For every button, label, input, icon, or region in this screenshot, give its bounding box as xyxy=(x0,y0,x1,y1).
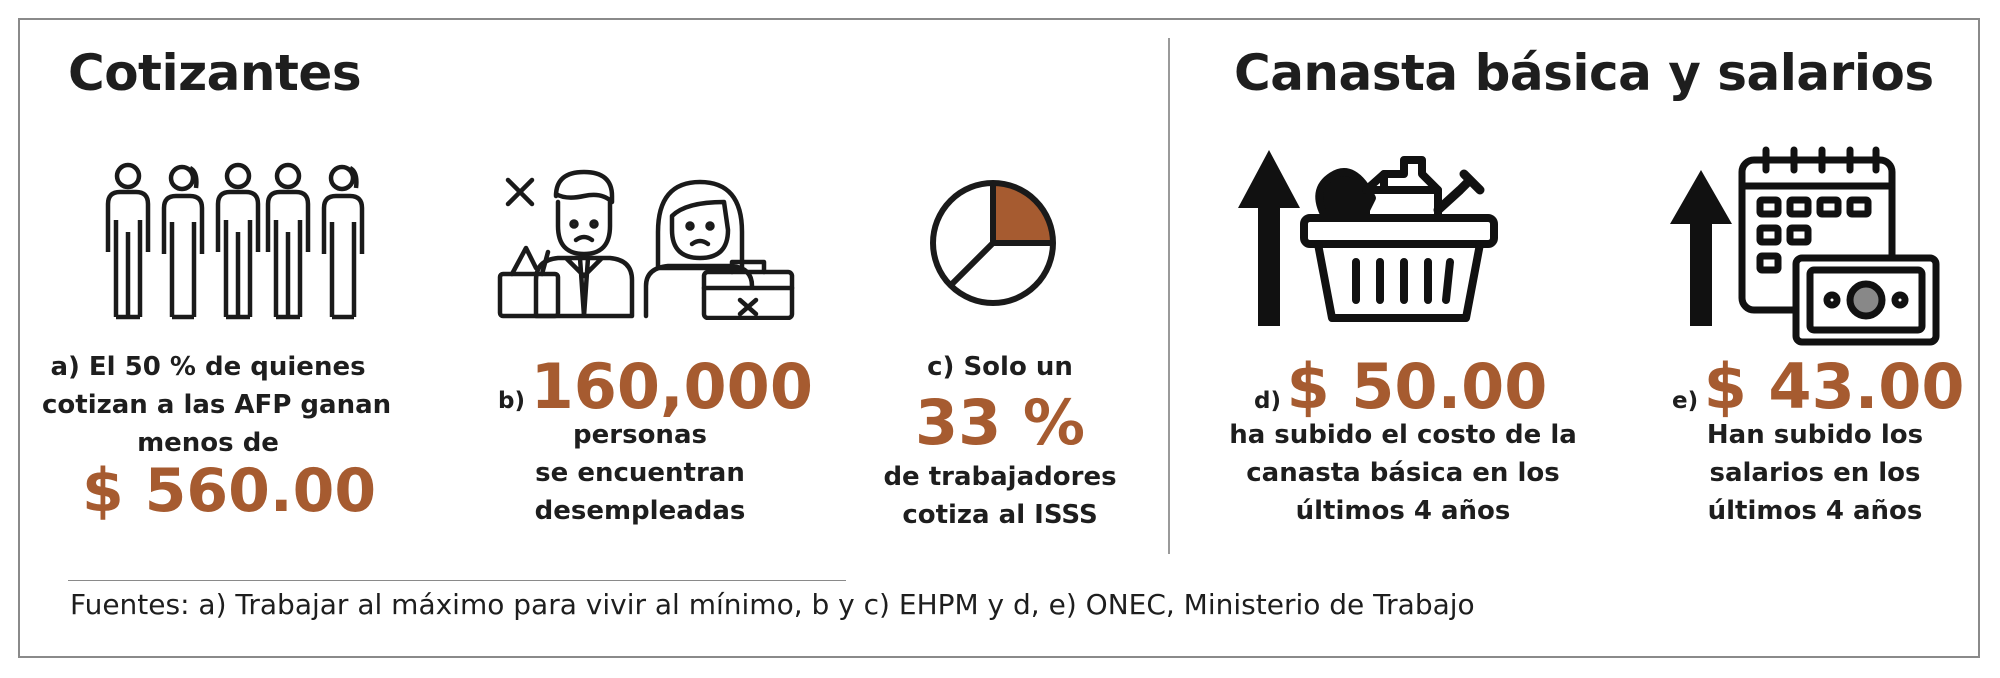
item-e-prefix: e) xyxy=(1672,388,1699,414)
section-divider xyxy=(1168,38,1170,554)
item-d-line1: ha subido el costo de la xyxy=(1229,420,1577,450)
source-rule xyxy=(68,580,846,581)
item-b-figure: b) 160,000 xyxy=(498,350,813,423)
pie-divider-lines xyxy=(948,183,1053,288)
item-e-text: Han subido los salarios en los últimos 4… xyxy=(1680,416,1950,530)
item-b-text: personas se encuentran desempleadas xyxy=(510,416,770,530)
item-e-figure: e) $ 43.00 xyxy=(1672,350,1972,423)
money-bill-icon xyxy=(1792,254,1940,346)
arrow-up-icon xyxy=(1238,150,1300,326)
item-c-line2: de trabajadores xyxy=(883,462,1117,492)
item-c-amount: 33 % xyxy=(915,386,1085,459)
item-e-line2: salarios en los xyxy=(1709,458,1921,488)
arrow-up-icon xyxy=(1670,170,1732,326)
item-d-line3: últimos 4 años xyxy=(1295,496,1511,526)
item-a-line2: cotizan a las AFP ganan xyxy=(42,390,392,420)
section-title-canasta: Canasta básica y salarios xyxy=(1234,44,1934,102)
calendar-icon xyxy=(1738,146,1896,314)
item-e-amount: $ 43.00 xyxy=(1703,350,1965,423)
item-e-line3: últimos 4 años xyxy=(1707,496,1923,526)
item-b-line1: personas xyxy=(573,420,707,450)
grocery-basket-icon xyxy=(1300,156,1498,322)
item-a-line3: menos de xyxy=(137,428,279,458)
item-b-line2: se encuentran xyxy=(535,458,745,488)
item-c-line1: c) Solo un xyxy=(927,352,1073,382)
unemployed-people-icon xyxy=(497,169,795,320)
infographic-frame xyxy=(18,18,1980,658)
item-d-text: ha subido el costo de la canasta básica … xyxy=(1228,416,1578,530)
item-c-line3: cotiza al ISSS xyxy=(902,500,1098,530)
source-note: Fuentes: a) Trabajar al máximo para vivi… xyxy=(70,588,1475,621)
section-title-cotizantes: Cotizantes xyxy=(68,44,362,102)
item-e-line1: Han subido los xyxy=(1706,420,1924,450)
item-d-figure: d) $ 50.00 xyxy=(1254,350,1547,423)
item-b-line3: desempleadas xyxy=(534,496,746,526)
item-d-line2: canasta básica en los xyxy=(1246,458,1560,488)
people-group-icon xyxy=(105,162,365,320)
pie-chart-icon xyxy=(930,180,1056,306)
pie-highlight-slice xyxy=(993,183,1053,243)
item-c-text: de trabajadores cotiza al ISSS xyxy=(860,458,1140,534)
item-b-prefix: b) xyxy=(498,388,525,414)
item-d-prefix: d) xyxy=(1254,388,1281,414)
item-a-text: a) El 50 % de quienes cotizan a las AFP … xyxy=(42,348,392,462)
item-b-amount: 160,000 xyxy=(530,350,813,423)
item-a-amount: $ 560.00 xyxy=(82,456,377,526)
item-d-amount: $ 50.00 xyxy=(1286,350,1548,423)
item-a-line1: a) El 50 % de quienes xyxy=(50,352,366,382)
